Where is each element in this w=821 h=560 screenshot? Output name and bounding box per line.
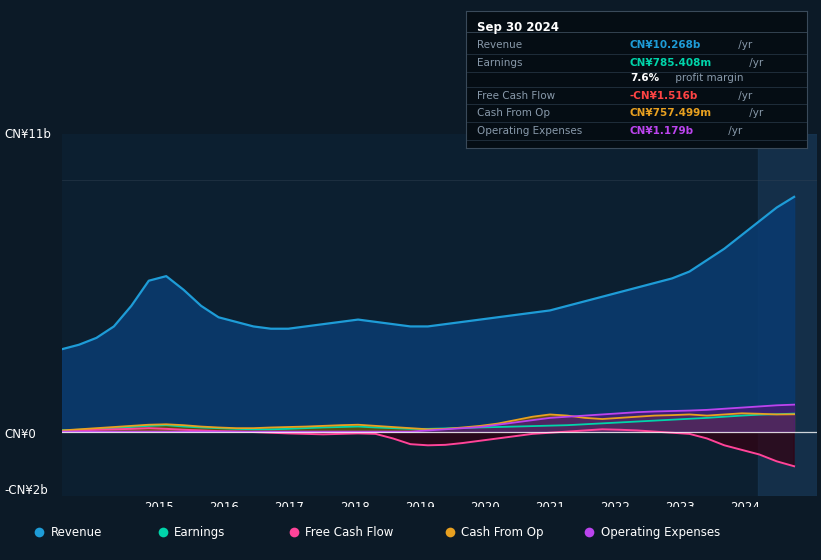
Text: Operating Expenses: Operating Expenses (476, 126, 582, 136)
Text: Free Cash Flow: Free Cash Flow (476, 91, 555, 101)
Text: Operating Expenses: Operating Expenses (601, 526, 720, 539)
Text: CN¥1.179b: CN¥1.179b (630, 126, 694, 136)
Text: Cash From Op: Cash From Op (461, 526, 544, 539)
Text: 7.6%: 7.6% (630, 73, 659, 83)
Text: Cash From Op: Cash From Op (476, 108, 549, 118)
Text: /yr: /yr (725, 126, 742, 136)
Text: profit margin: profit margin (672, 73, 744, 83)
Text: -CN¥1.516b: -CN¥1.516b (630, 91, 698, 101)
Text: -CN¥2b: -CN¥2b (4, 483, 48, 497)
Text: CN¥10.268b: CN¥10.268b (630, 40, 701, 50)
Text: Free Cash Flow: Free Cash Flow (305, 526, 394, 539)
Text: /yr: /yr (736, 40, 753, 50)
Text: Revenue: Revenue (476, 40, 521, 50)
Text: Sep 30 2024: Sep 30 2024 (476, 21, 558, 34)
Text: /yr: /yr (746, 58, 764, 68)
Text: Revenue: Revenue (51, 526, 103, 539)
Text: /yr: /yr (746, 108, 764, 118)
Text: CN¥757.499m: CN¥757.499m (630, 108, 712, 118)
Text: Earnings: Earnings (174, 526, 226, 539)
Text: Earnings: Earnings (476, 58, 522, 68)
Text: CN¥11b: CN¥11b (4, 128, 51, 141)
Text: CN¥0: CN¥0 (4, 427, 36, 441)
Bar (759, 134, 817, 496)
Text: CN¥785.408m: CN¥785.408m (630, 58, 712, 68)
Text: /yr: /yr (736, 91, 753, 101)
